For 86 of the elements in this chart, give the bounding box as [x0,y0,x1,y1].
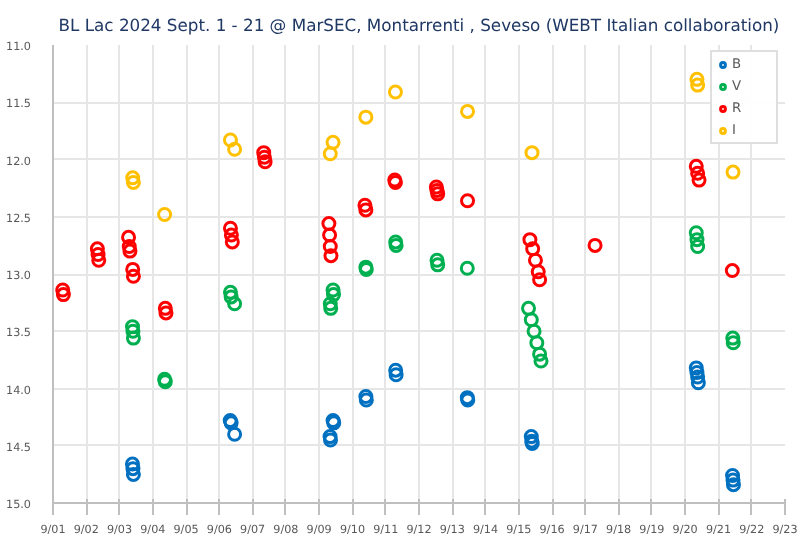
point [691,172,707,188]
point [429,252,445,268]
point [223,289,239,305]
point [587,237,603,253]
point [227,426,243,442]
point [321,216,337,232]
point [124,456,140,472]
point [125,330,141,346]
point [325,282,341,298]
point [725,164,741,180]
point [527,252,543,268]
point [690,77,706,93]
point [460,103,476,119]
point [532,346,548,362]
point [125,268,141,284]
point [227,296,243,312]
point [725,472,741,488]
point [724,263,740,279]
point [227,141,243,157]
point [430,186,446,202]
point [224,234,240,250]
point [689,232,705,248]
point [125,466,141,482]
point [323,300,339,316]
point [525,241,541,257]
point [430,257,446,273]
point [222,220,238,236]
point [157,300,173,316]
point [690,375,706,391]
point [158,305,174,321]
point [55,287,71,303]
point [121,229,137,245]
point [690,239,706,255]
point [323,248,339,264]
point [89,241,105,257]
point [523,429,539,445]
point [459,260,475,276]
point [388,362,404,378]
point [125,461,141,477]
point [689,71,705,87]
point [358,109,374,125]
point [322,227,338,243]
point [358,389,374,404]
point [388,367,404,383]
point [690,165,706,181]
point [524,145,540,161]
point [256,149,272,165]
point [322,296,338,312]
point [521,300,537,316]
point [532,272,548,288]
point [322,146,338,162]
point [157,206,173,222]
point [522,232,538,248]
point [725,335,741,351]
point [257,154,273,170]
point [55,282,71,298]
point [688,225,704,241]
point [125,174,141,190]
point [223,227,239,243]
point [460,193,476,209]
chart-title: BL Lac 2024 Sept. 1 - 21 @ MarSEC, Montarrenti , Seveso (WEBT Italian collaboration) [58,15,780,35]
point [689,364,705,380]
point [358,392,374,408]
point [530,264,546,280]
point [523,312,539,328]
point [222,284,238,300]
point [122,243,138,259]
point [222,132,238,148]
point [121,239,137,255]
point [322,239,338,255]
point [326,287,342,303]
point [357,197,373,213]
point [725,330,741,346]
point [529,335,545,351]
point [358,202,374,218]
point [325,134,341,150]
point [125,323,141,339]
point [91,252,107,268]
point [526,323,542,339]
point [125,170,141,186]
point [125,261,141,277]
point [90,247,106,263]
point [387,84,403,100]
point [725,477,741,493]
point [688,158,704,174]
point [533,353,549,369]
